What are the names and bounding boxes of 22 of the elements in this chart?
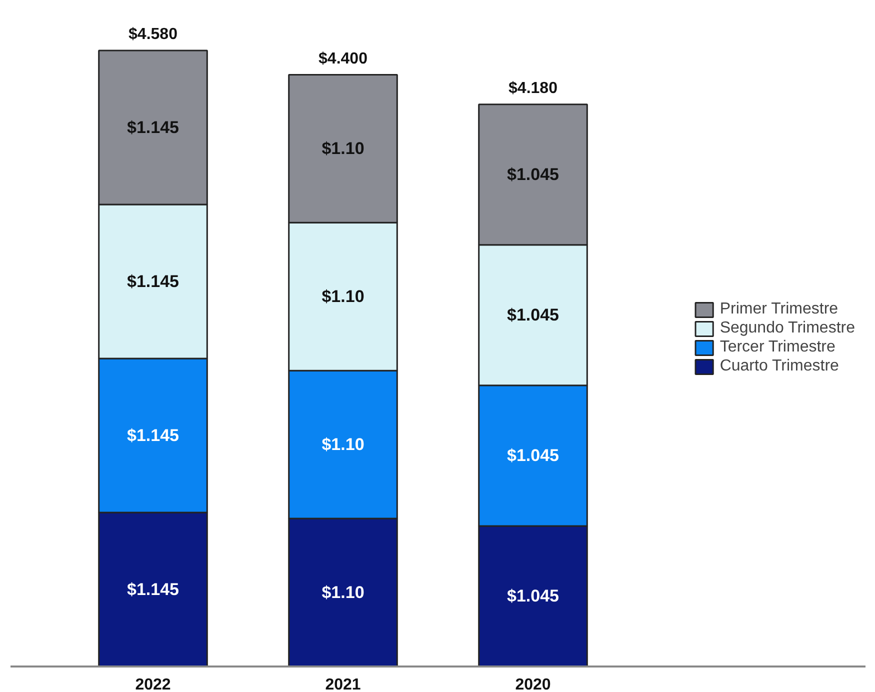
total-label: $4.180 bbox=[508, 80, 558, 97]
x-tick-label: 2021 bbox=[325, 676, 361, 692]
data-label: $1.10 bbox=[322, 287, 364, 306]
data-label: $1.10 bbox=[322, 435, 364, 454]
legend-label: Cuarto Trimestre bbox=[720, 358, 839, 376]
legend-label: Segundo Trimestre bbox=[720, 320, 855, 338]
data-label: $1.045 bbox=[507, 165, 559, 184]
data-label: $1.045 bbox=[507, 446, 559, 466]
data-label: $1.145 bbox=[127, 426, 179, 446]
x-tick-label: 2020 bbox=[515, 676, 551, 692]
legend-label: Primer Trimestre bbox=[720, 300, 838, 318]
total-label: $4.400 bbox=[318, 50, 368, 68]
data-label: $1.10 bbox=[322, 583, 364, 602]
data-label: $1.10 bbox=[322, 139, 364, 158]
data-label: $1.145 bbox=[127, 580, 179, 600]
legend-label: Tercer Trimestre bbox=[720, 338, 836, 356]
total-label: $4.580 bbox=[128, 26, 178, 44]
data-label: $1.145 bbox=[127, 118, 179, 138]
x-tick-label: 2022 bbox=[135, 676, 171, 692]
data-label: $1.045 bbox=[507, 586, 559, 606]
data-label: $1.145 bbox=[127, 272, 179, 292]
data-label: $1.045 bbox=[507, 306, 559, 325]
